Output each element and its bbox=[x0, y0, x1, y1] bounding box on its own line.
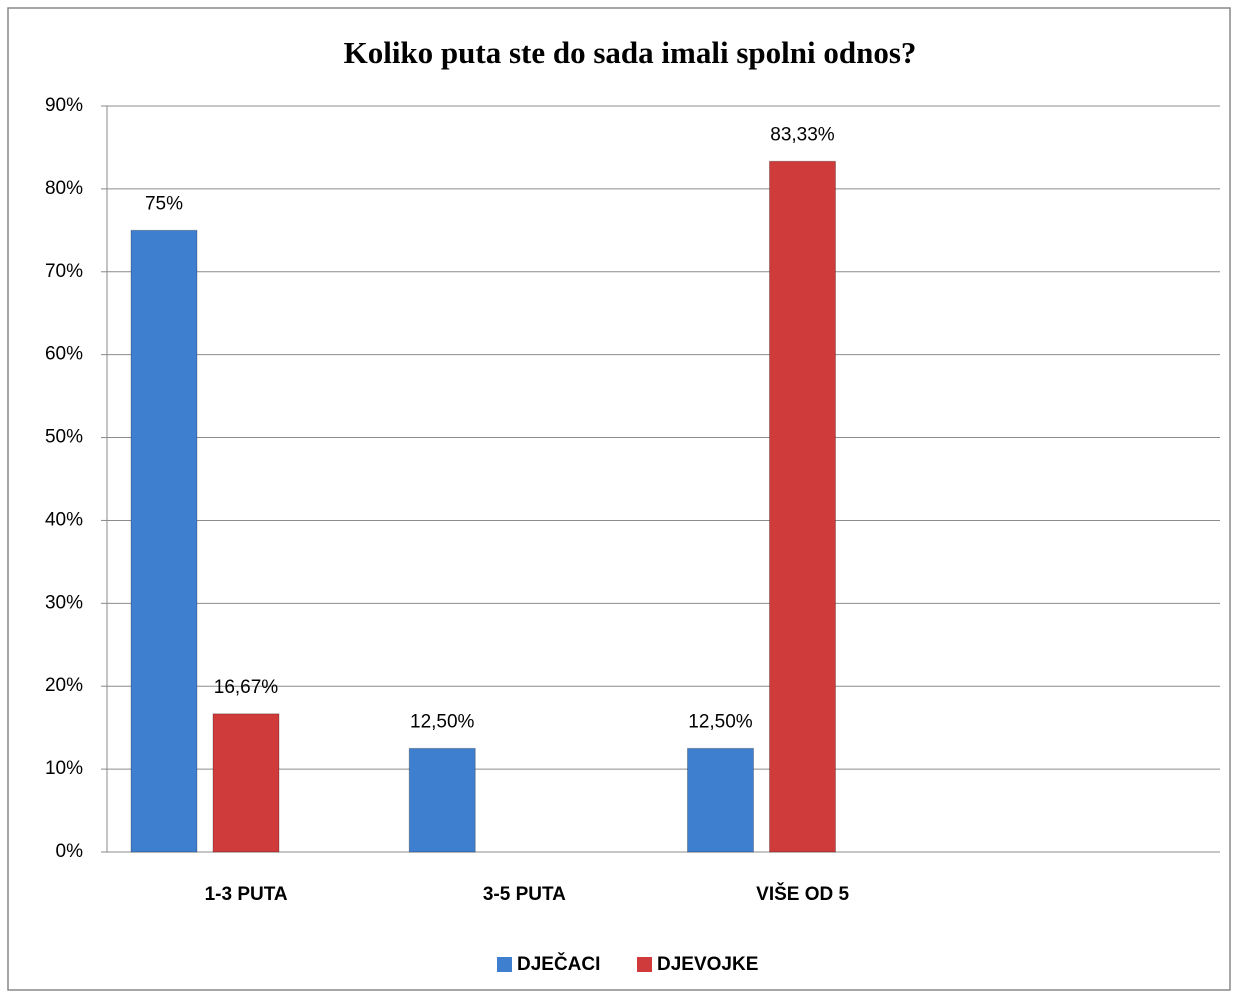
y-tick-label: 70% bbox=[45, 261, 83, 282]
y-tick-label: 80% bbox=[45, 178, 83, 199]
x-tick-label: 3-5 PUTA bbox=[483, 884, 566, 905]
y-tick-label: 0% bbox=[56, 841, 84, 862]
legend-label: DJEVOJKE bbox=[657, 954, 758, 975]
legend-label: DJEČACI bbox=[517, 953, 600, 975]
data-label: 83,33% bbox=[770, 124, 835, 145]
y-tick-label: 30% bbox=[45, 592, 83, 613]
bar bbox=[769, 160, 836, 853]
bar bbox=[408, 747, 476, 853]
data-label: 12,50% bbox=[688, 711, 753, 732]
y-tick-label: 40% bbox=[45, 509, 83, 530]
bar bbox=[212, 713, 280, 853]
legend-swatch bbox=[497, 957, 512, 972]
y-tick-label: 90% bbox=[45, 95, 83, 116]
y-tick-label: 50% bbox=[45, 427, 83, 448]
y-tick-label: 10% bbox=[45, 758, 83, 779]
data-label: 75% bbox=[145, 193, 183, 214]
y-tick-label: 60% bbox=[45, 344, 83, 365]
x-tick-label: 1-3 PUTA bbox=[205, 884, 288, 905]
chart-frame bbox=[7, 7, 1231, 991]
data-label: 12,50% bbox=[410, 711, 475, 732]
bar bbox=[130, 229, 198, 853]
x-tick-label: VIŠE OD 5 bbox=[756, 883, 849, 905]
legend-swatch bbox=[637, 957, 652, 972]
data-label: 16,67% bbox=[214, 677, 279, 698]
chart-title: Koliko puta ste do sada imali spolni odn… bbox=[344, 35, 917, 70]
y-tick-label: 20% bbox=[45, 675, 83, 696]
bar bbox=[687, 747, 754, 853]
